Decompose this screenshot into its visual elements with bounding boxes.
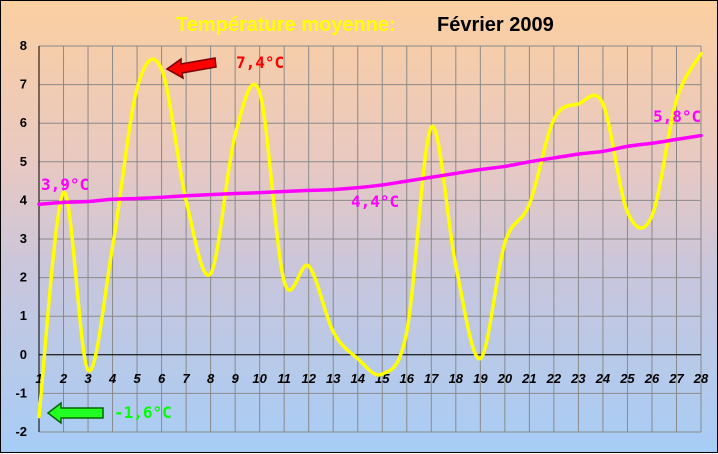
x-tick-label: 28 xyxy=(693,371,709,386)
x-tick-label: 24 xyxy=(595,371,611,386)
y-tick-label: -1 xyxy=(15,385,27,400)
chart-title: Température moyenne: xyxy=(176,14,396,36)
annotation-label: 7,4°C xyxy=(236,53,284,72)
x-tick-label: 10 xyxy=(252,371,267,386)
x-tick-label: 18 xyxy=(449,371,464,386)
x-tick-labels: 1 2 3 4 5 6 7 8 9 10 11 12 13 14 15 16 17 18 19 20 21 22 23 24 2… xyxy=(35,371,709,386)
y-tick-labels: -2 -1 0 1 2 3 4 5 6 7 8 xyxy=(15,38,27,439)
y-tick-label: 2 xyxy=(20,270,27,285)
y-tick-label: 6 xyxy=(20,115,27,130)
x-tick-label: 21 xyxy=(521,371,536,386)
x-tick-label: 1 xyxy=(35,371,42,386)
x-tick-label: 6 xyxy=(158,371,166,386)
axes xyxy=(38,46,701,432)
series-lines xyxy=(37,51,703,419)
x-tick-label: 7 xyxy=(182,371,190,386)
y-tick-label: 4 xyxy=(20,192,28,207)
annotations: 7,4°C -1,6°C 3,9°C 4,4°C 5,8°C xyxy=(41,53,701,425)
red-arrow-icon xyxy=(165,57,217,80)
x-tick-label: 3 xyxy=(84,371,92,386)
x-tick-label: 26 xyxy=(644,371,660,386)
x-tick-label: 17 xyxy=(424,371,439,386)
x-tick-label: 23 xyxy=(570,371,586,386)
y-tick-label: 8 xyxy=(20,38,27,53)
y-tick-label: 3 xyxy=(20,231,27,246)
x-tick-label: 11 xyxy=(277,371,291,386)
annotation-label: 3,9°C xyxy=(41,175,89,194)
x-tick-label: 19 xyxy=(473,371,488,386)
y-tick-label: 5 xyxy=(20,154,27,169)
annotation-label: 5,8°C xyxy=(653,107,701,126)
x-tick-label: 22 xyxy=(546,371,562,386)
x-tick-label: 8 xyxy=(207,371,215,386)
x-tick-label: 4 xyxy=(108,371,117,386)
annotation-label: -1,6°C xyxy=(114,403,172,422)
x-tick-label: 14 xyxy=(351,371,366,386)
y-tick-label: 1 xyxy=(20,308,27,323)
x-tick-label: 16 xyxy=(400,371,415,386)
series-line-daily xyxy=(37,51,703,419)
x-tick-label: 9 xyxy=(232,371,240,386)
x-tick-label: 5 xyxy=(133,371,141,386)
x-tick-label: 12 xyxy=(301,371,316,386)
chart-subtitle: Février 2009 xyxy=(437,14,554,36)
y-tick-label: 7 xyxy=(20,77,27,92)
green-arrow-icon xyxy=(46,401,104,425)
series-line-average xyxy=(37,133,703,207)
x-tick-label: 20 xyxy=(497,371,513,386)
x-tick-label: 2 xyxy=(59,371,68,386)
annotation-label: 4,4°C xyxy=(351,192,399,211)
x-tick-label: 25 xyxy=(619,371,635,386)
y-tick-label: 0 xyxy=(20,347,27,362)
x-tick-label: 27 xyxy=(668,371,684,386)
x-tick-label: 13 xyxy=(326,371,341,386)
y-tick-label: -2 xyxy=(15,424,27,439)
